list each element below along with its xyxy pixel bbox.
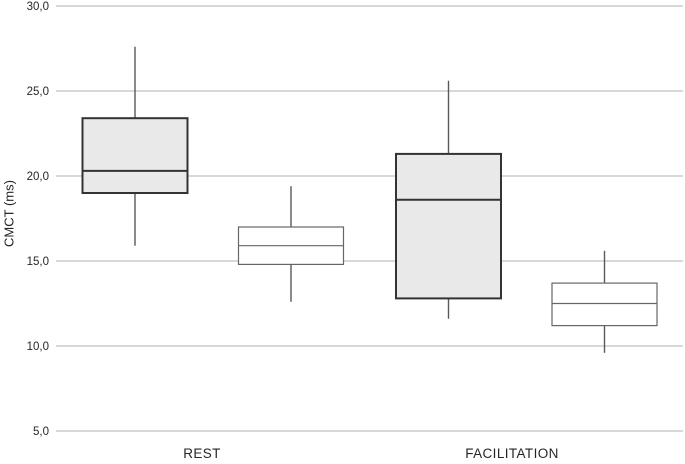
y-tick-label: 10,0 (27, 341, 49, 353)
x-axis-label-facilitation: FACILITATION (465, 446, 559, 461)
y-tick-label: 15,0 (27, 256, 49, 268)
box-facilitation-white (551, 282, 658, 327)
box-facilitation-gray (395, 152, 502, 300)
y-tick-label: 20,0 (27, 171, 49, 183)
x-axis-label-rest: REST (183, 446, 221, 461)
y-tick-label: 30,0 (27, 1, 49, 13)
box-rest-gray (81, 117, 189, 194)
y-tick-label: 25,0 (27, 86, 49, 98)
y-tick-label: 5,0 (33, 426, 49, 438)
